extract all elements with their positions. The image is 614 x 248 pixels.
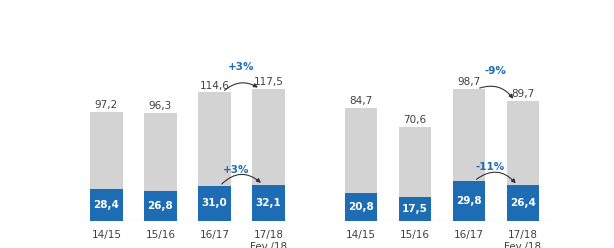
Text: 29,8: 29,8 xyxy=(456,196,482,206)
Bar xyxy=(398,197,431,221)
Text: 89,7: 89,7 xyxy=(511,89,535,99)
Bar xyxy=(198,92,231,221)
Bar xyxy=(398,126,431,221)
Text: 32,1: 32,1 xyxy=(255,198,281,208)
Bar xyxy=(90,189,123,221)
Text: 70,6: 70,6 xyxy=(403,115,427,124)
Text: 31,0: 31,0 xyxy=(201,198,227,208)
Text: 20,8: 20,8 xyxy=(348,202,374,212)
Bar xyxy=(198,186,231,221)
Bar xyxy=(453,89,485,221)
Bar xyxy=(453,181,485,221)
Bar xyxy=(144,191,177,221)
Bar xyxy=(144,113,177,221)
Text: 26,8: 26,8 xyxy=(147,201,173,211)
Text: 84,7: 84,7 xyxy=(349,96,373,106)
Text: +3%: +3% xyxy=(228,62,255,72)
Bar xyxy=(345,193,377,221)
Text: 117,5: 117,5 xyxy=(254,77,283,87)
Text: -9%: -9% xyxy=(485,66,507,76)
Bar xyxy=(90,112,123,221)
Text: 96,3: 96,3 xyxy=(149,101,172,111)
Bar xyxy=(507,186,539,221)
Bar xyxy=(507,101,539,221)
Bar xyxy=(345,108,377,221)
Text: 17,5: 17,5 xyxy=(402,204,428,214)
Bar xyxy=(252,185,284,221)
Bar xyxy=(252,89,284,221)
Text: +3%: +3% xyxy=(223,165,249,175)
Text: 97,2: 97,2 xyxy=(95,100,118,110)
Text: 98,7: 98,7 xyxy=(457,77,481,87)
Text: 28,4: 28,4 xyxy=(93,200,119,210)
Text: 26,4: 26,4 xyxy=(510,198,536,208)
Text: 114,6: 114,6 xyxy=(200,81,230,91)
Text: -11%: -11% xyxy=(476,162,505,172)
